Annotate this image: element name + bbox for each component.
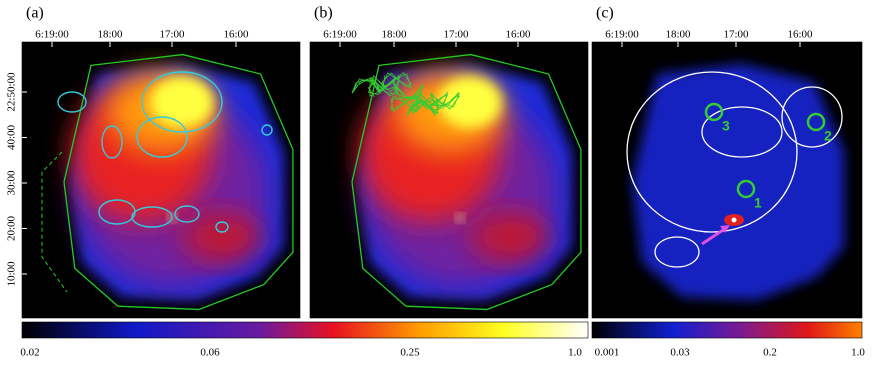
contour <box>626 71 798 233</box>
point-source <box>456 214 464 222</box>
dec-tick-label: 20:00 <box>6 215 18 241</box>
panel: 1 2 3 (c) 6:19:00 18:00 17:00 16:00 <box>591 5 863 319</box>
contour <box>131 206 173 228</box>
colorbar-tick-label: 0.001 <box>595 347 620 359</box>
emission-red-south <box>182 212 262 262</box>
colorbar-tick-label: 0.02 <box>20 347 39 359</box>
ra-tick-label: 18:00 <box>381 29 407 41</box>
outline <box>63 53 294 311</box>
region-label: 1 <box>754 195 762 211</box>
contour <box>394 84 424 102</box>
dec-tick-label: 30:00 <box>6 170 18 196</box>
dec-tick-label: 22:50:00 <box>6 72 18 112</box>
ra-tick-label: 6:19:00 <box>35 29 69 41</box>
ra-tick-label: 6:19:00 <box>605 29 639 41</box>
ra-tick-label: 16:00 <box>787 29 813 41</box>
region <box>736 179 756 199</box>
colorbar: 0.02 0.06 0.25 1.0 <box>20 321 589 359</box>
ra-tick-label: 18:00 <box>97 29 123 41</box>
panel-label: (a) <box>26 5 44 22</box>
region-label: 2 <box>824 128 832 144</box>
contour <box>430 92 460 110</box>
outline <box>351 53 582 311</box>
arrow <box>701 226 727 246</box>
sky-image <box>351 53 582 311</box>
colorbar-tick-label: 0.2 <box>763 347 777 359</box>
emission-yellow <box>438 76 502 128</box>
colorbar-gradient <box>591 321 863 339</box>
frame <box>591 41 863 319</box>
contour <box>369 75 401 93</box>
contour <box>57 91 87 113</box>
colorbar-tick-label: 1.0 <box>851 347 865 359</box>
emission-yellow <box>150 76 214 128</box>
panel: (a) 6:19:00 18:00 17:00 16:00 22:50:00 40:00 30… <box>6 5 301 319</box>
ra-tick-label: 18:00 <box>665 29 691 41</box>
sky-image <box>41 53 294 311</box>
colorbar-tick-label: 0.03 <box>670 347 690 359</box>
ra-tick-label: 6:19:00 <box>323 29 357 41</box>
ra-tick-label: 16:00 <box>223 29 249 41</box>
source-core <box>731 217 737 223</box>
ra-tick-label: 16:00 <box>505 29 531 41</box>
contour <box>654 236 700 268</box>
dec-tick-label: 10:00 <box>6 261 18 287</box>
colorbar: 0.001 0.03 0.2 1.0 <box>591 321 865 359</box>
colorbar-gradient <box>21 321 589 339</box>
ra-tick-label: 17:00 <box>723 29 749 41</box>
contour <box>781 86 843 148</box>
dec-tick-label: 40:00 <box>6 124 18 150</box>
colorbar-tick-label: 1.0 <box>568 347 582 359</box>
region <box>704 102 724 122</box>
contour <box>417 91 449 110</box>
ra-tick-label: 17:00 <box>159 29 185 41</box>
panel: (b) 6:19:00 18:00 17:00 16:00 <box>309 5 589 319</box>
contour <box>101 125 123 159</box>
contour <box>141 71 223 133</box>
contour <box>351 76 382 94</box>
contour <box>215 221 229 233</box>
panel-label: (c) <box>596 5 614 22</box>
frame <box>309 41 589 319</box>
contour <box>701 106 783 158</box>
frame <box>21 41 301 319</box>
colorbar-tick-label: 0.06 <box>200 347 220 359</box>
contour <box>261 124 273 136</box>
panel-label: (b) <box>314 5 333 22</box>
sky-image <box>626 64 844 300</box>
region-label: 3 <box>722 118 730 134</box>
colorbar-tick-label: 0.25 <box>400 347 420 359</box>
region <box>806 112 826 132</box>
dashed-outline <box>41 151 68 293</box>
ra-tick-label: 17:00 <box>443 29 469 41</box>
emission-red-south <box>470 212 550 262</box>
arrow-head <box>720 225 730 233</box>
contour <box>174 205 200 223</box>
contour <box>136 116 188 158</box>
